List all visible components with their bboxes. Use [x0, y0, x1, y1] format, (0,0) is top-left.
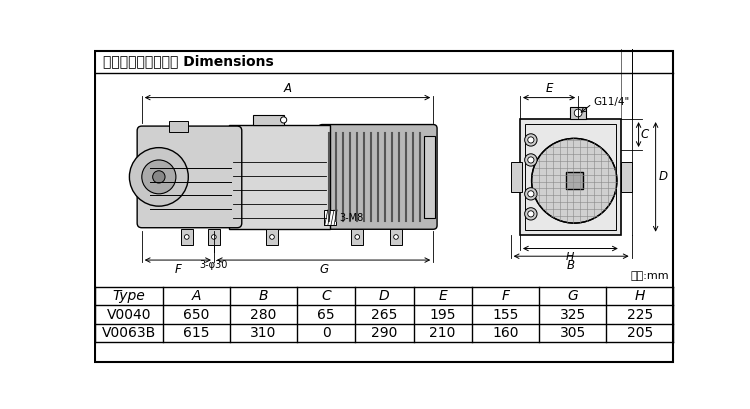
- Circle shape: [211, 235, 216, 239]
- Circle shape: [574, 109, 582, 117]
- FancyBboxPatch shape: [566, 172, 583, 189]
- Text: F: F: [502, 289, 509, 303]
- Circle shape: [280, 117, 286, 123]
- Text: V0063B: V0063B: [102, 326, 156, 340]
- Text: B: B: [567, 259, 575, 272]
- Text: 外型尺寸及安裝尺寸 Dimensions: 外型尺寸及安裝尺寸 Dimensions: [103, 54, 274, 68]
- Text: 310: 310: [251, 326, 277, 340]
- Circle shape: [528, 157, 534, 163]
- Text: 325: 325: [560, 308, 586, 322]
- Circle shape: [142, 160, 176, 194]
- FancyBboxPatch shape: [319, 124, 437, 229]
- Text: 160: 160: [492, 326, 519, 340]
- FancyBboxPatch shape: [208, 229, 220, 245]
- FancyBboxPatch shape: [511, 162, 521, 192]
- Circle shape: [528, 137, 534, 143]
- Text: 265: 265: [371, 308, 398, 322]
- Text: 305: 305: [560, 326, 586, 340]
- Text: C: C: [321, 289, 331, 303]
- Text: 單位:mm: 單位:mm: [630, 271, 669, 281]
- Text: D: D: [658, 171, 668, 183]
- Text: 210: 210: [430, 326, 456, 340]
- Text: G11/4": G11/4": [594, 97, 630, 107]
- FancyBboxPatch shape: [424, 136, 435, 218]
- Circle shape: [394, 235, 398, 239]
- FancyBboxPatch shape: [169, 121, 188, 132]
- FancyBboxPatch shape: [570, 107, 586, 119]
- FancyBboxPatch shape: [266, 229, 278, 245]
- Text: 155: 155: [492, 308, 518, 322]
- Text: G: G: [319, 263, 328, 276]
- Text: C: C: [640, 128, 648, 141]
- Circle shape: [355, 235, 359, 239]
- Text: 0: 0: [322, 326, 331, 340]
- FancyBboxPatch shape: [324, 210, 336, 225]
- Text: 195: 195: [430, 308, 456, 322]
- Text: 3-φ30: 3-φ30: [200, 260, 228, 270]
- Circle shape: [130, 148, 188, 206]
- Text: A: A: [284, 81, 292, 94]
- Text: D: D: [379, 289, 390, 303]
- Text: 290: 290: [371, 326, 398, 340]
- Text: 3-M8: 3-M8: [340, 213, 364, 223]
- Text: A: A: [191, 289, 201, 303]
- Text: E: E: [438, 289, 447, 303]
- Circle shape: [270, 235, 274, 239]
- FancyBboxPatch shape: [137, 126, 242, 228]
- Text: V0040: V0040: [106, 308, 152, 322]
- Text: G: G: [567, 289, 578, 303]
- FancyBboxPatch shape: [520, 119, 621, 235]
- FancyBboxPatch shape: [390, 229, 402, 245]
- FancyBboxPatch shape: [253, 115, 284, 124]
- Text: 650: 650: [183, 308, 209, 322]
- Text: 205: 205: [627, 326, 653, 340]
- FancyBboxPatch shape: [181, 229, 193, 245]
- FancyBboxPatch shape: [230, 124, 330, 229]
- Text: 65: 65: [317, 308, 335, 322]
- Circle shape: [528, 191, 534, 197]
- Text: H: H: [634, 289, 645, 303]
- FancyBboxPatch shape: [351, 229, 364, 245]
- Text: B: B: [259, 289, 268, 303]
- Circle shape: [184, 235, 189, 239]
- Circle shape: [525, 208, 537, 220]
- Circle shape: [525, 134, 537, 146]
- Text: E: E: [545, 81, 553, 94]
- Circle shape: [528, 211, 534, 217]
- Text: 280: 280: [251, 308, 277, 322]
- Text: Type: Type: [112, 289, 146, 303]
- Circle shape: [525, 188, 537, 200]
- Text: F: F: [175, 263, 181, 276]
- Circle shape: [525, 154, 537, 166]
- Circle shape: [532, 138, 616, 223]
- Text: 615: 615: [183, 326, 209, 340]
- Text: 225: 225: [627, 308, 653, 322]
- FancyBboxPatch shape: [621, 162, 632, 192]
- Text: H: H: [566, 252, 574, 262]
- Circle shape: [153, 171, 165, 183]
